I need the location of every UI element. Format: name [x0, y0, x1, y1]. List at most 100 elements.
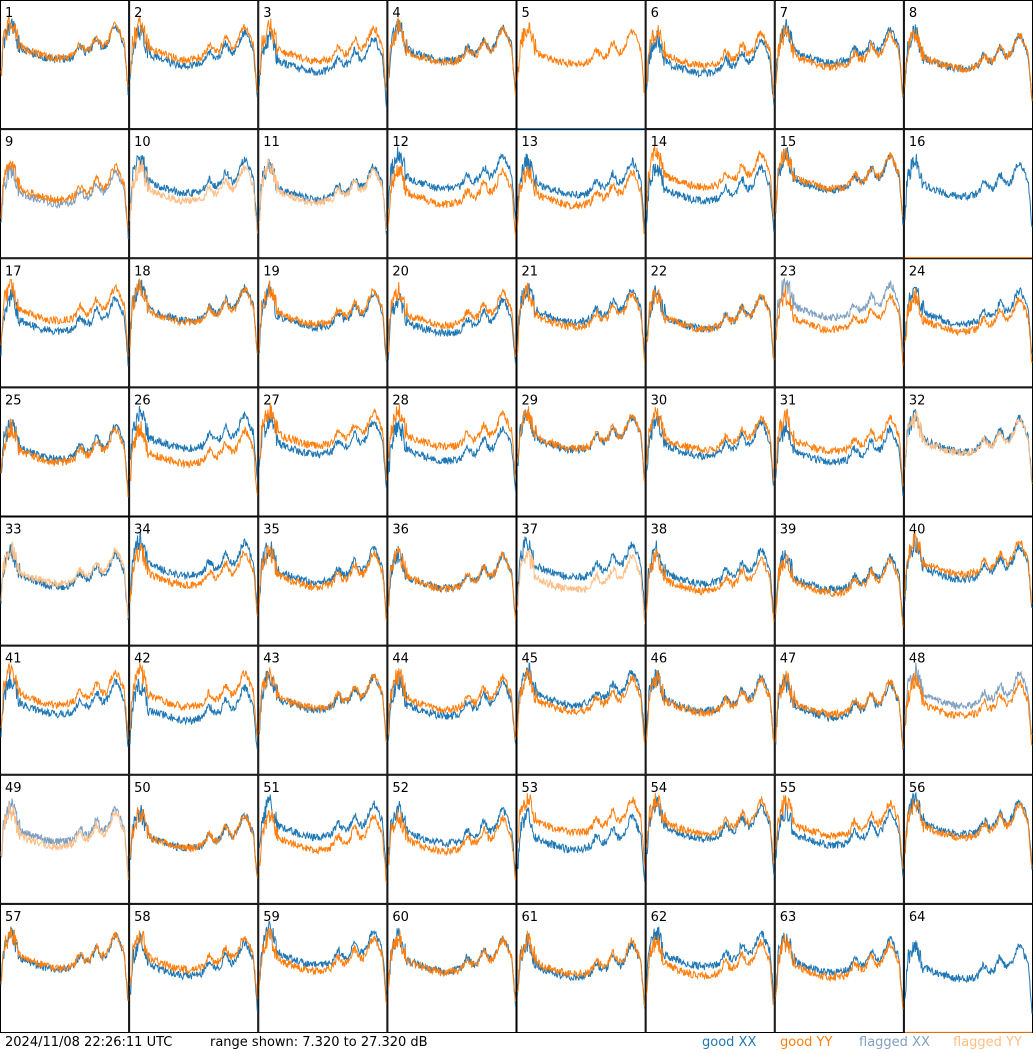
series-xx-panel-23	[775, 276, 904, 352]
panel-label: 60	[392, 910, 409, 925]
panel-frame	[774, 258, 904, 388]
panel-label: 31	[780, 393, 797, 408]
series-xx-panel-14	[646, 163, 775, 232]
series-yy-panel-6	[646, 25, 775, 99]
panel-49: 49	[0, 774, 130, 904]
panel-label: 27	[263, 393, 280, 408]
legend-good-yy: good YY	[780, 1035, 833, 1050]
panel-label: 13	[522, 135, 539, 150]
series-xx-panel-34	[129, 532, 258, 606]
series-yy-panel-26	[129, 420, 258, 496]
panel-label: 15	[780, 135, 797, 150]
panel-33: 33	[0, 516, 130, 646]
panel-label: 48	[909, 652, 926, 667]
series-yy-panel-3	[258, 18, 387, 91]
legend-flagged-yy: flagged YY	[953, 1035, 1022, 1050]
series-yy-panel-7	[775, 24, 904, 97]
panel-58: 58	[129, 903, 259, 1033]
panel-label: 63	[780, 910, 797, 925]
series-yy-panel-9	[0, 159, 129, 228]
series-yy-panel-20	[387, 281, 516, 358]
panel-frame	[129, 129, 259, 259]
panel-59: 59	[258, 903, 388, 1033]
panel-label: 4	[392, 6, 400, 21]
panel-label: 58	[134, 910, 151, 925]
series-yy-panel-53	[517, 793, 646, 866]
panel-17: 17	[0, 258, 130, 388]
panel-label: 9	[5, 135, 13, 150]
series-yy-panel-23	[775, 286, 904, 366]
series-xx-panel-31	[775, 420, 904, 496]
panel-36: 36	[387, 516, 517, 646]
panel-16: 16	[903, 129, 1033, 259]
series-xx-panel-26	[129, 406, 258, 479]
panel-label: 47	[780, 652, 797, 667]
panel-label: 30	[651, 393, 668, 408]
panel-frame	[516, 387, 646, 517]
panel-label: 53	[522, 781, 539, 796]
panel-60: 60	[387, 903, 517, 1033]
series-yy-panel-10	[129, 159, 258, 234]
series-yy-panel-28	[387, 404, 516, 478]
panel-label: 28	[392, 393, 409, 408]
series-yy-panel-19	[258, 279, 387, 360]
series-xx-panel-51	[258, 794, 387, 870]
panel-53: 53	[516, 774, 646, 904]
series-yy-panel-63	[775, 933, 904, 1010]
panel-label: 8	[909, 6, 917, 21]
series-yy-panel-37	[517, 549, 646, 625]
panel-frame	[0, 0, 130, 130]
series-yy-panel-18	[129, 278, 258, 355]
series-xx-panel-12	[387, 146, 516, 220]
panel-35: 35	[258, 516, 388, 646]
series-xx-panel-20	[387, 292, 516, 364]
series-xx-panel-42	[129, 678, 258, 750]
panel-label: 56	[909, 781, 926, 796]
series-yy-panel-62	[646, 934, 774, 1005]
panel-label: 5	[522, 6, 530, 21]
panel-label: 54	[651, 781, 668, 796]
panel-frame	[0, 258, 130, 388]
series-yy-panel-59	[258, 927, 387, 1004]
panel-label: 49	[5, 781, 22, 796]
panel-label: 59	[263, 910, 280, 925]
series-yy-panel-46	[646, 669, 775, 743]
panel-frame	[645, 903, 775, 1033]
panel-7: 7	[774, 0, 904, 130]
panel-label: 18	[134, 264, 151, 279]
panel-label: 37	[522, 523, 539, 538]
series-yy-panel-12	[387, 165, 516, 237]
series-yy-panel-35	[258, 544, 387, 622]
series-yy-panel-36	[387, 547, 516, 619]
panel-4: 4	[387, 0, 517, 130]
panel-label: 11	[263, 135, 280, 150]
series-xx-panel-48	[904, 662, 1033, 736]
series-xx-panel-3	[258, 29, 387, 108]
footer: 2024/11/08 22:26:11 UTC range shown: 7.3…	[0, 1033, 1033, 1053]
panel-5: 5	[516, 0, 646, 130]
series-yy-panel-56	[904, 798, 1033, 867]
panel-label: 52	[392, 781, 409, 796]
series-yy-panel-11	[258, 157, 387, 231]
panel-frame	[516, 516, 646, 646]
series-yy-panel-43	[258, 667, 387, 743]
series-xx-panel-41	[0, 671, 129, 748]
series-yy-panel-48	[904, 671, 1033, 746]
panel-61: 61	[516, 903, 646, 1033]
panel-frame	[258, 387, 388, 517]
panel-13: 13	[516, 129, 646, 259]
series-yy-panel-57	[0, 926, 129, 1001]
panel-19: 19	[258, 258, 388, 388]
panel-39: 39	[774, 516, 904, 646]
panel-frame	[774, 903, 904, 1033]
panel-18: 18	[129, 258, 259, 388]
series-yy-panel-22	[646, 288, 775, 361]
series-xx-panel-16	[904, 153, 1033, 228]
panel-label: 50	[134, 781, 151, 796]
series-yy-panel-17	[0, 278, 129, 357]
series-yy-panel-32	[904, 409, 1033, 484]
panel-63: 63	[774, 903, 904, 1033]
panel-29: 29	[516, 387, 646, 517]
panel-26: 26	[129, 387, 259, 517]
panel-52: 52	[387, 774, 517, 904]
